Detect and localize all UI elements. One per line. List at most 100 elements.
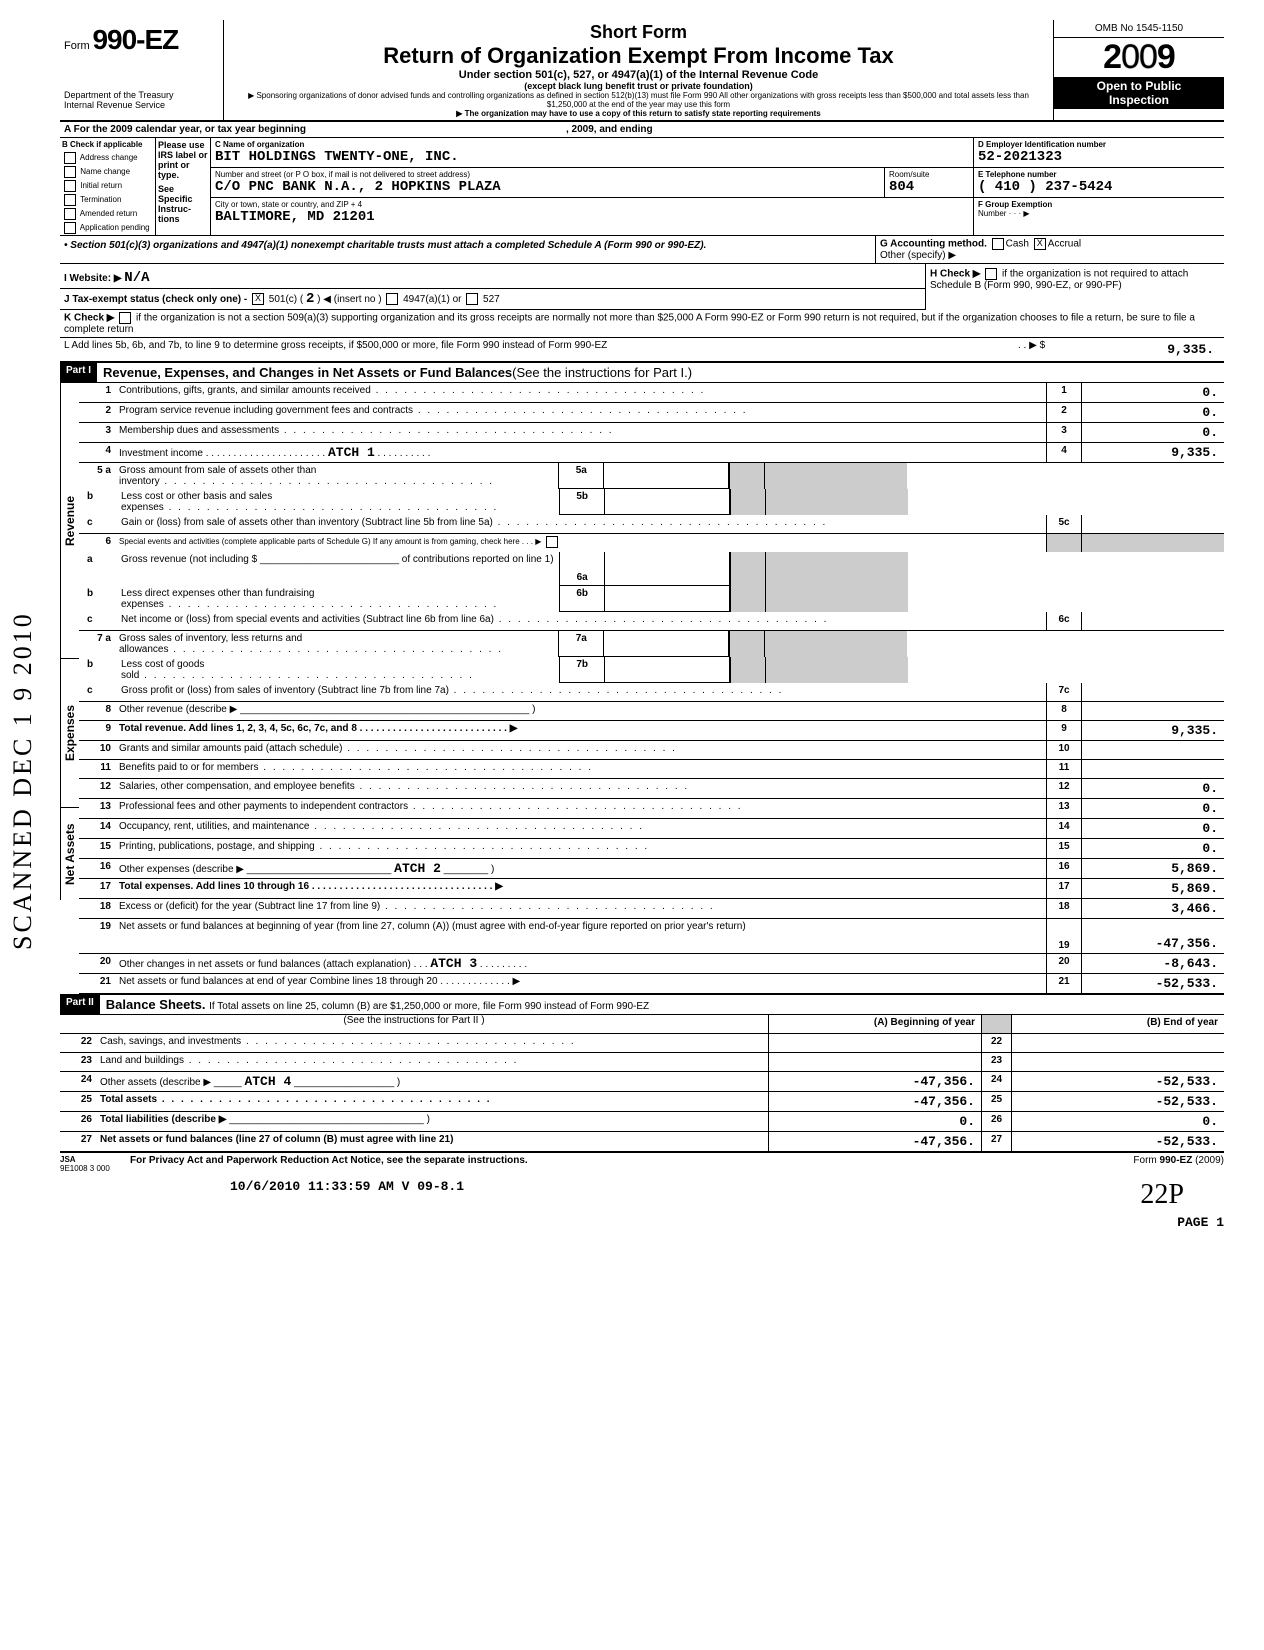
tax-year: 2009	[1054, 38, 1224, 77]
insert-no: ◀ (insert no )	[323, 294, 381, 305]
line-10-rv	[1082, 741, 1224, 759]
checkbox-cash[interactable]	[992, 238, 1004, 250]
line-num-18: 18	[79, 899, 117, 918]
bs-27-a: -47,356.	[768, 1132, 982, 1151]
line-18-text: Excess or (deficit) for the year (Subtra…	[117, 899, 1046, 918]
line-num-8: 8	[79, 702, 117, 720]
checkbox-4947[interactable]	[386, 293, 398, 305]
line-7b-text: Less cost of goods sold	[119, 657, 559, 683]
checkbox-initial[interactable]	[64, 180, 76, 192]
checkbox-h[interactable]	[985, 268, 997, 280]
under-section: Under section 501(c), 527, or 4947(a)(1)…	[232, 69, 1045, 81]
checkbox-term[interactable]	[64, 194, 76, 206]
l-text: L Add lines 5b, 6b, and 7b, to line 9 to…	[64, 340, 607, 351]
h-label: H Check ▶	[930, 269, 980, 280]
line-13-text: Professional fees and other payments to …	[117, 799, 1046, 818]
checkbox-address[interactable]	[64, 152, 76, 164]
line-21-val: -52,533.	[1082, 974, 1224, 993]
checkbox-name[interactable]	[64, 166, 76, 178]
line-8-rn: 8	[1046, 702, 1082, 720]
f-number-label: Number · · · ▶	[978, 209, 1220, 218]
line-3-rn: 3	[1046, 423, 1082, 442]
bs-24-rn: 24	[982, 1072, 1012, 1091]
line-num-13: 13	[79, 799, 117, 818]
k-label: K Check ▶	[64, 313, 114, 324]
checkbox-k[interactable]	[119, 312, 131, 324]
bs-25-b: -52,533.	[1012, 1092, 1224, 1111]
open-public-1: Open to Public	[1056, 79, 1222, 93]
line-4-rn: 4	[1046, 443, 1082, 462]
line-19-val: -47,356.	[1082, 919, 1224, 953]
please-label: Please use IRS label or print or type.	[158, 140, 208, 180]
name-change-label: Name change	[80, 167, 130, 176]
checkbox-501c[interactable]: X	[252, 293, 264, 305]
amended-label: Amended return	[80, 209, 137, 218]
line-21-text: Net assets or fund balances at end of ye…	[119, 976, 438, 987]
atch-4: ATCH 4	[244, 1074, 291, 1089]
line-num-5b: b	[79, 489, 119, 515]
form-number: 990-EZ	[92, 24, 178, 55]
bs-24-text: Other assets (describe ▶	[100, 1077, 211, 1088]
pending-label: Application pending	[80, 223, 150, 232]
line-3-val: 0.	[1082, 423, 1224, 442]
line-5b-text: Less cost or other basis and sales expen…	[119, 489, 559, 515]
dept-treasury: Department of the Treasury	[64, 90, 219, 100]
line-6c-rv	[1082, 612, 1224, 630]
section-501c3-note: • Section 501(c)(3) organizations and 49…	[64, 240, 871, 251]
checkbox-amended[interactable]	[64, 208, 76, 220]
line-5b-rv	[766, 489, 908, 515]
line-11-rv	[1082, 760, 1224, 778]
bs-23-text: Land and buildings	[98, 1053, 768, 1071]
part2-see: (See the instructions for Part II )	[60, 1015, 768, 1033]
line-a-ending: , 2009, and ending	[566, 124, 653, 135]
g-label: G Accounting method.	[880, 239, 987, 250]
line-6b-rv	[766, 586, 908, 612]
line-7c-text: Gross profit or (loss) from sales of inv…	[119, 683, 1046, 701]
initial-return-label: Initial return	[80, 181, 122, 190]
line-5c-rv	[1082, 515, 1224, 533]
line-10-rn: 10	[1046, 741, 1082, 759]
line-7a-mv	[604, 631, 729, 657]
line-num-3: 3	[79, 423, 117, 442]
line-5a-mn: 5a	[558, 463, 604, 489]
line-15-text: Printing, publications, postage, and shi…	[117, 839, 1046, 858]
line-num-7c: c	[79, 683, 119, 701]
checkbox-gaming[interactable]	[546, 536, 558, 548]
bs-22-text: Cash, savings, and investments	[98, 1034, 768, 1052]
room-suite: 804	[889, 179, 969, 195]
line-num-16: 16	[79, 859, 117, 878]
checkbox-527[interactable]	[466, 293, 478, 305]
line-19-text: Net assets or fund balances at beginning…	[117, 919, 1046, 953]
bs-26-n: 26	[60, 1112, 98, 1131]
city-label: City or town, state or country, and ZIP …	[215, 200, 969, 209]
revenue-label: Revenue	[60, 383, 79, 658]
atch-3: ATCH 3	[430, 956, 477, 971]
bs-header-spacer	[982, 1015, 1012, 1033]
f-label: F Group Exemption	[978, 200, 1220, 209]
checkbox-pending[interactable]	[64, 222, 76, 234]
part2-title: Balance Sheets.	[106, 997, 206, 1012]
line-16-rn: 16	[1046, 859, 1082, 878]
line-15-val: 0.	[1082, 839, 1224, 858]
line-5b-mv	[605, 489, 730, 515]
line-20-rn: 20	[1046, 954, 1082, 973]
bs-24-b: -52,533.	[1012, 1072, 1224, 1091]
line-num-17: 17	[79, 879, 117, 898]
bs-22-rn: 22	[982, 1034, 1012, 1052]
accrual-label: Accrual	[1048, 239, 1081, 250]
street-address: C/O PNC BANK N.A., 2 HOPKINS PLAZA	[215, 179, 880, 195]
line-5c-text: Gain or (loss) from sale of assets other…	[119, 515, 1046, 533]
bs-23-rn: 23	[982, 1053, 1012, 1071]
line-20-text: Other changes in net assets or fund bala…	[119, 959, 411, 970]
bs-27-b: -52,533.	[1012, 1132, 1224, 1151]
form-prefix: Form	[64, 40, 90, 52]
checkbox-accrual[interactable]: X	[1034, 238, 1046, 250]
line-6b-rn	[730, 586, 766, 612]
expenses-label: Expenses	[60, 659, 79, 807]
line-18-val: 3,466.	[1082, 899, 1224, 918]
line-num-1: 1	[79, 383, 117, 402]
privacy-notice: For Privacy Act and Paperwork Reduction …	[130, 1155, 1044, 1173]
501c-num: 2	[306, 291, 314, 307]
line-4-val: 9,335.	[1082, 443, 1224, 462]
line-19-rn: 19	[1046, 919, 1082, 953]
